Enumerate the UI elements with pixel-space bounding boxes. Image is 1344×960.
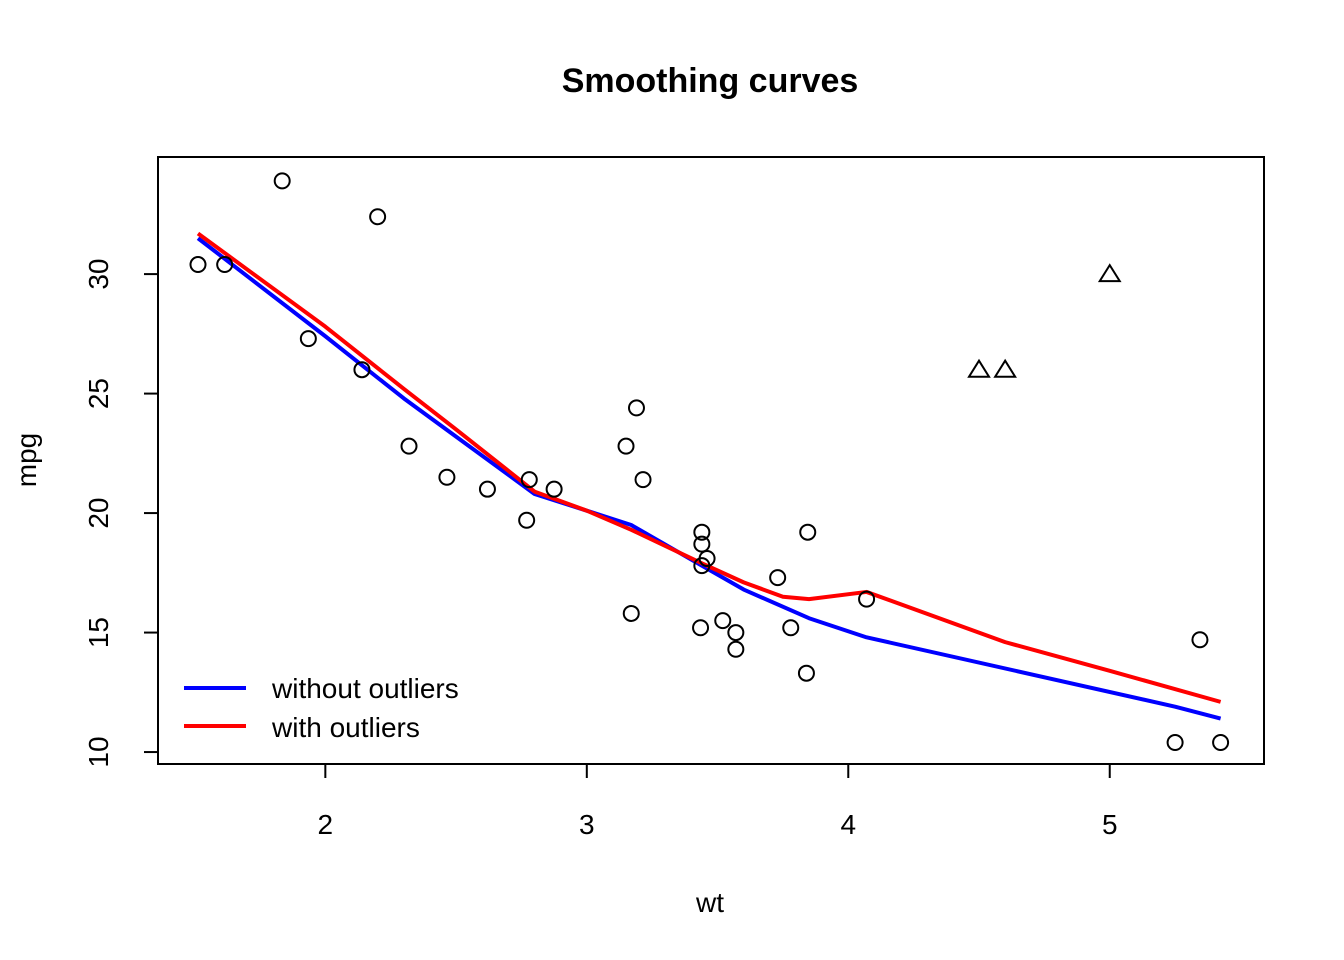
data-point — [693, 557, 711, 575]
x-axis: 2 3 4 5 — [318, 763, 1118, 840]
data-point — [438, 468, 456, 486]
curve-without-outliers — [196, 236, 1222, 721]
data-point — [1212, 733, 1230, 751]
data-point — [478, 480, 496, 498]
legend: without outliers with outliers — [184, 673, 459, 743]
data-point — [518, 511, 536, 529]
y-tick-label: 30 — [83, 259, 114, 290]
data-point — [299, 330, 317, 348]
y-tick-label: 10 — [83, 736, 114, 767]
y-tick-label: 20 — [83, 497, 114, 528]
y-axis-label: mpg — [11, 433, 42, 487]
data-point — [520, 471, 538, 489]
chart-title: Smoothing curves — [562, 62, 859, 100]
data-point — [693, 535, 711, 553]
data-point — [634, 471, 652, 489]
data-point — [627, 399, 645, 417]
outlier-point — [967, 358, 991, 378]
data-point — [782, 619, 800, 637]
outlier-point — [993, 358, 1017, 378]
data-point — [769, 569, 787, 587]
outlier-points — [967, 263, 1122, 378]
x-tick-label: 2 — [318, 809, 334, 840]
legend-label-without-outliers: without outliers — [271, 673, 459, 704]
x-axis-label: wt — [695, 887, 724, 918]
data-point — [400, 437, 418, 455]
curve-with-outliers — [196, 231, 1222, 704]
y-axis: 10 15 20 25 30 — [83, 259, 159, 768]
y-tick-label: 25 — [83, 378, 114, 409]
x-tick-label: 5 — [1102, 809, 1118, 840]
data-point — [727, 640, 745, 658]
data-point — [353, 361, 371, 379]
outlier-point — [1097, 263, 1122, 283]
x-tick-label: 4 — [840, 809, 856, 840]
x-tick-label: 3 — [579, 809, 595, 840]
data-point — [1191, 631, 1209, 649]
data-point — [617, 437, 635, 455]
y-tick-label: 15 — [83, 617, 114, 648]
data-point — [369, 208, 387, 226]
scatter-points — [189, 172, 1230, 751]
data-point — [545, 480, 563, 498]
data-point — [1166, 733, 1184, 751]
data-point — [216, 256, 234, 274]
data-point — [797, 664, 815, 682]
data-point — [799, 523, 817, 541]
data-point — [714, 612, 732, 630]
legend-label-with-outliers: with outliers — [271, 712, 420, 743]
data-point — [622, 604, 640, 622]
data-point — [858, 590, 876, 608]
smoothing-curves — [196, 231, 1222, 721]
data-point — [693, 523, 711, 541]
data-point — [692, 619, 710, 637]
data-point — [727, 624, 745, 642]
data-point — [189, 256, 207, 274]
data-point — [273, 172, 291, 190]
